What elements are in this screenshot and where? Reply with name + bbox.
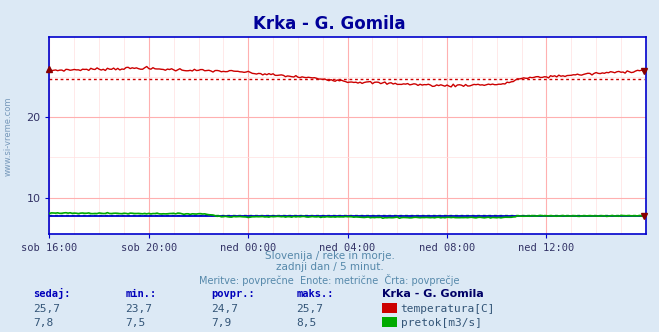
Text: zadnji dan / 5 minut.: zadnji dan / 5 minut. (275, 262, 384, 272)
Text: 24,7: 24,7 (211, 304, 238, 314)
Text: 8,5: 8,5 (297, 318, 317, 328)
Text: Krka - G. Gomila: Krka - G. Gomila (382, 289, 484, 299)
Text: Krka - G. Gomila: Krka - G. Gomila (253, 15, 406, 33)
Text: temperatura[C]: temperatura[C] (401, 304, 495, 314)
Text: pretok[m3/s]: pretok[m3/s] (401, 318, 482, 328)
Text: Slovenija / reke in morje.: Slovenija / reke in morje. (264, 251, 395, 261)
Text: maks.:: maks.: (297, 289, 334, 299)
Text: 23,7: 23,7 (125, 304, 152, 314)
Text: 25,7: 25,7 (33, 304, 60, 314)
Text: sedaj:: sedaj: (33, 288, 71, 299)
Text: min.:: min.: (125, 289, 156, 299)
Text: 7,9: 7,9 (211, 318, 231, 328)
Text: 25,7: 25,7 (297, 304, 324, 314)
Text: Meritve: povprečne  Enote: metrične  Črta: povprečje: Meritve: povprečne Enote: metrične Črta:… (199, 274, 460, 286)
Text: 7,8: 7,8 (33, 318, 53, 328)
Text: 7,5: 7,5 (125, 318, 146, 328)
Text: www.si-vreme.com: www.si-vreme.com (3, 96, 13, 176)
Text: povpr.:: povpr.: (211, 289, 254, 299)
